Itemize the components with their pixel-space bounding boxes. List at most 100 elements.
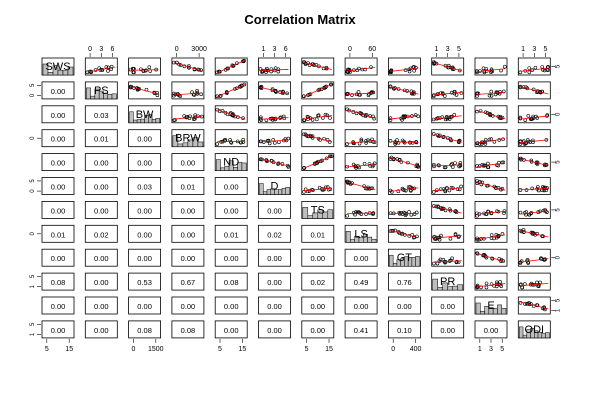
panel-ODI-BW: 0.08	[128, 320, 162, 339]
panel-frame	[128, 248, 162, 267]
p-value-label: 0.00	[51, 159, 66, 168]
smooth-line	[260, 86, 289, 95]
scatter-point	[350, 93, 354, 97]
panel-PR-D: 0.00	[258, 272, 291, 291]
panel-TS-GT	[387, 200, 421, 219]
smooth-line	[347, 92, 376, 95]
p-value-label: 0.00	[137, 159, 152, 168]
panel-frame	[344, 248, 378, 267]
scatter-point	[321, 66, 326, 71]
smooth-line	[260, 117, 289, 120]
scatter-point	[529, 158, 534, 163]
scatter-point	[489, 93, 494, 98]
scatter-point	[173, 118, 177, 122]
smooth-line	[433, 235, 462, 239]
histogram-bar	[432, 278, 438, 291]
panel-frame	[41, 224, 75, 243]
scatter-point	[432, 62, 436, 66]
variable-label-LS: LS	[354, 228, 367, 240]
panel-frame	[84, 296, 118, 315]
panel-PR-PS: 0.00	[84, 272, 118, 291]
panel-frame	[41, 153, 75, 172]
scatter-point	[416, 114, 421, 119]
p-value-label: 0.00	[181, 254, 196, 263]
p-value-label: 0.00	[267, 278, 282, 287]
scatter-point	[394, 140, 398, 145]
panel-ODI-GT: 0.10	[387, 320, 421, 339]
scatter-point	[329, 154, 334, 159]
panel-frame	[84, 248, 118, 267]
p-value-label: 0.00	[484, 326, 499, 335]
p-value-label: 0.01	[310, 230, 325, 239]
panel-frame	[171, 200, 205, 219]
tick-label-GT: 0	[555, 255, 561, 259]
smooth-line	[390, 187, 419, 192]
scatter-point	[372, 116, 376, 121]
smooth-line	[303, 62, 332, 70]
p-value-label: 0.00	[310, 254, 325, 263]
smooth-line	[520, 282, 549, 287]
panel-PR-PR: PR	[431, 272, 465, 291]
histogram-bar	[371, 238, 377, 243]
tick-label-LS: 60	[368, 46, 376, 53]
scatter-point	[305, 189, 310, 194]
scatter-point	[481, 66, 486, 71]
scatter-point	[535, 303, 540, 308]
histogram-bar	[281, 188, 286, 195]
variable-label-PR: PR	[440, 276, 455, 288]
tick-label-BRW: 3000	[191, 46, 207, 53]
smooth-line	[260, 68, 289, 72]
scatter-point	[431, 132, 436, 136]
scatter-point	[139, 67, 143, 72]
panel-ND-BW: 0.00	[128, 153, 162, 172]
tick-label-BW: 1500	[148, 346, 164, 353]
panel-BW-BW: BW	[128, 105, 162, 124]
scatter-point	[106, 65, 111, 70]
scatter-point	[269, 67, 274, 71]
scatter-point	[520, 285, 524, 290]
panel-ND-ND: ND	[214, 153, 248, 172]
smooth-line	[433, 92, 462, 96]
panel-D-TS	[301, 177, 335, 195]
panel-frame	[474, 153, 508, 172]
p-value-label: 0.00	[94, 254, 109, 263]
panel-LS-PR	[431, 224, 465, 243]
panel-D-ODI	[517, 177, 551, 195]
scatter-point	[416, 165, 421, 169]
p-value-label: 0.00	[137, 230, 152, 239]
scatter-point	[441, 187, 446, 191]
scatter-point	[484, 281, 489, 286]
p-value-label: 0.00	[137, 302, 152, 311]
smooth-line	[390, 229, 419, 239]
panel-frame	[214, 296, 248, 315]
p-value-label: 0.00	[137, 135, 152, 144]
scatter-point	[531, 138, 535, 143]
panel-frame	[387, 272, 421, 291]
variable-label-BW: BW	[136, 109, 154, 121]
scatter-point	[495, 163, 499, 167]
scatter-point	[242, 58, 246, 63]
panel-LS-E	[474, 224, 508, 243]
panel-PR-LS: 0.49	[344, 272, 378, 291]
scatter-point	[388, 84, 393, 89]
panel-BW-LS	[344, 105, 378, 124]
panel-BRW-SWS: 0.00	[41, 129, 75, 148]
scatter-point	[540, 89, 544, 94]
scatter-point	[215, 107, 220, 112]
scatter-point	[489, 236, 494, 240]
panel-GT-ODI	[517, 248, 551, 267]
smooth-line	[347, 164, 376, 168]
p-value-label: 0.00	[224, 302, 239, 311]
p-value-label: 0.08	[137, 326, 152, 335]
histogram-bar	[67, 66, 74, 76]
panel-frame	[128, 200, 162, 219]
scatter-point	[400, 117, 404, 122]
panel-PR-ODI	[517, 272, 551, 291]
panel-BW-ND	[214, 105, 248, 124]
scatter-point	[459, 91, 464, 95]
variable-label-SWS: SWS	[45, 61, 70, 73]
scatter-point	[359, 137, 364, 142]
panel-frame	[387, 320, 421, 339]
scatter-point	[388, 138, 393, 143]
chart-title: Correlation Matrix	[244, 12, 356, 27]
